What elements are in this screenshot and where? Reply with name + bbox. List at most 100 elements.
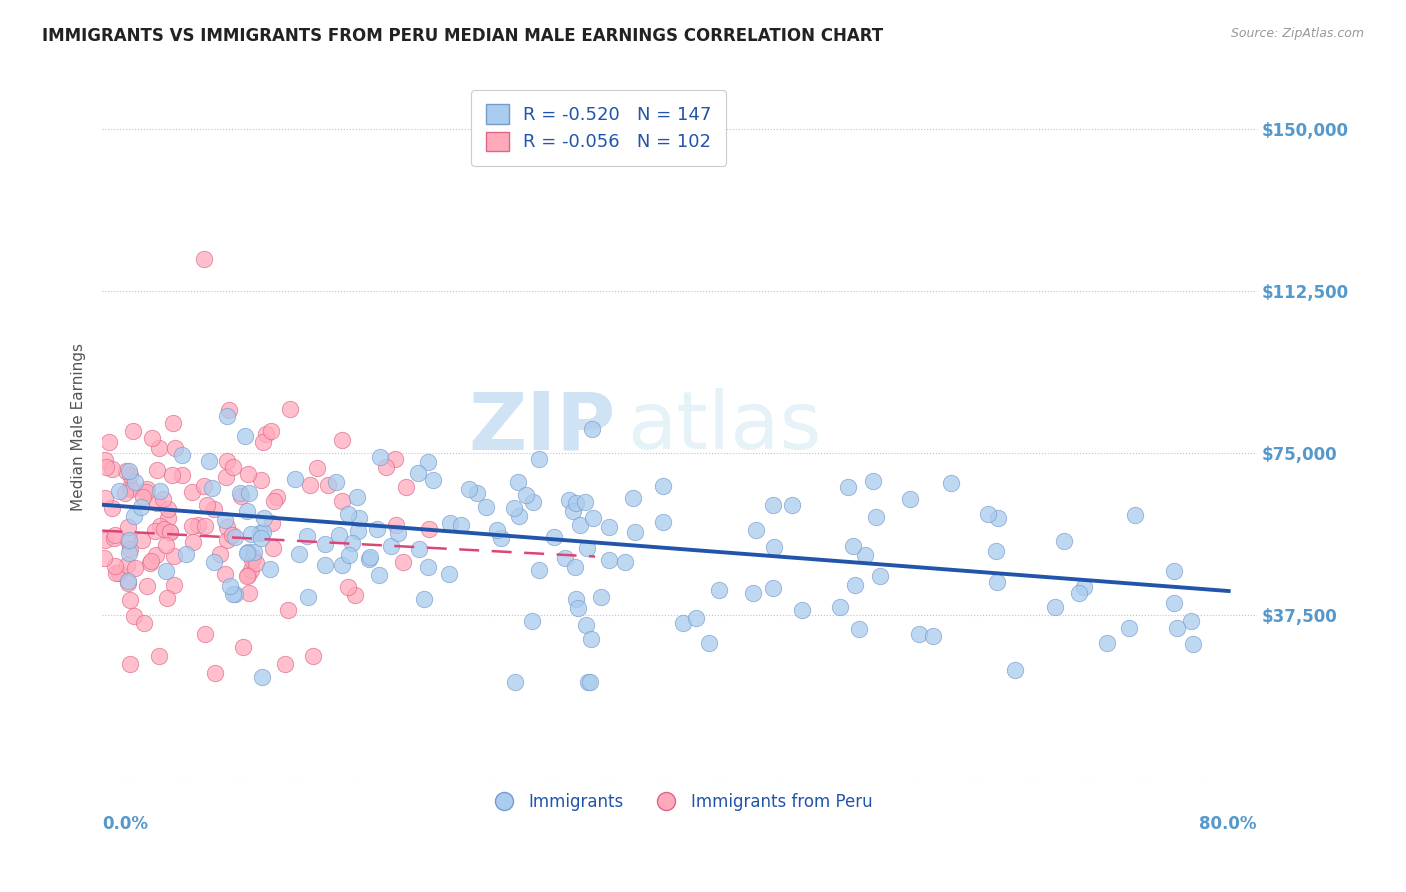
Point	[101, 500, 124, 515]
Point	[118, 533, 141, 547]
Point	[939, 475, 962, 490]
Point	[149, 518, 172, 533]
Point	[697, 636, 720, 650]
Point	[252, 435, 274, 450]
Point	[172, 448, 194, 462]
Point	[502, 501, 524, 516]
Point	[316, 478, 339, 492]
Point	[181, 535, 204, 549]
Point	[217, 454, 239, 468]
Point	[558, 492, 581, 507]
Point	[762, 540, 785, 554]
Point	[762, 498, 785, 512]
Point	[172, 467, 194, 482]
Point	[278, 401, 301, 416]
Point	[579, 632, 602, 647]
Point	[561, 504, 583, 518]
Point	[94, 491, 117, 505]
Point	[139, 557, 162, 571]
Point	[685, 610, 707, 624]
Point	[217, 409, 239, 423]
Point	[575, 618, 598, 632]
Point	[229, 489, 252, 503]
Point	[1053, 533, 1076, 548]
Point	[217, 520, 239, 534]
Point	[263, 494, 285, 508]
Point	[359, 549, 381, 564]
Point	[124, 608, 146, 623]
Point	[93, 550, 115, 565]
Point	[120, 657, 142, 672]
Point	[163, 549, 186, 563]
Point	[780, 498, 803, 512]
Point	[249, 525, 271, 540]
Point	[522, 495, 544, 509]
Point	[325, 475, 347, 489]
Point	[368, 450, 391, 464]
Point	[156, 591, 179, 606]
Point	[1180, 615, 1202, 629]
Text: Source: ZipAtlas.com: Source: ZipAtlas.com	[1230, 27, 1364, 40]
Y-axis label: Median Male Earnings: Median Male Earnings	[72, 343, 86, 511]
Point	[221, 528, 243, 542]
Point	[155, 538, 177, 552]
Point	[302, 648, 325, 663]
Point	[118, 546, 141, 560]
Point	[146, 463, 169, 477]
Point	[576, 541, 599, 556]
Point	[330, 558, 353, 572]
Point	[194, 627, 217, 641]
Point	[115, 558, 138, 572]
Point	[193, 252, 215, 266]
Point	[218, 579, 240, 593]
Point	[465, 485, 488, 500]
Point	[250, 670, 273, 684]
Point	[841, 539, 863, 553]
Point	[202, 501, 225, 516]
Point	[143, 524, 166, 539]
Point	[328, 528, 350, 542]
Point	[865, 510, 887, 524]
Point	[651, 515, 673, 529]
Point	[254, 426, 277, 441]
Point	[152, 491, 174, 506]
Point	[408, 541, 430, 556]
Point	[148, 483, 170, 498]
Point	[115, 464, 138, 478]
Point	[156, 501, 179, 516]
Point	[117, 534, 139, 549]
Point	[475, 500, 498, 514]
Point	[977, 507, 1000, 521]
Point	[1166, 621, 1188, 635]
Point	[439, 516, 461, 530]
Point	[567, 600, 589, 615]
Point	[214, 513, 236, 527]
Point	[215, 533, 238, 548]
Point	[252, 524, 274, 539]
Point	[366, 522, 388, 536]
Point	[862, 474, 884, 488]
Point	[298, 478, 321, 492]
Point	[624, 524, 647, 539]
Point	[1123, 508, 1146, 523]
Point	[1095, 636, 1118, 650]
Point	[236, 467, 259, 481]
Point	[529, 452, 551, 467]
Point	[330, 494, 353, 508]
Point	[141, 553, 163, 567]
Point	[921, 629, 943, 643]
Point	[155, 564, 177, 578]
Point	[229, 485, 252, 500]
Point	[120, 542, 142, 557]
Point	[252, 510, 274, 524]
Point	[412, 592, 434, 607]
Point	[489, 532, 512, 546]
Point	[94, 533, 117, 548]
Point	[114, 486, 136, 500]
Text: 80.0%: 80.0%	[1199, 815, 1257, 833]
Point	[416, 455, 439, 469]
Point	[208, 548, 231, 562]
Point	[233, 429, 256, 443]
Point	[238, 586, 260, 600]
Point	[180, 484, 202, 499]
